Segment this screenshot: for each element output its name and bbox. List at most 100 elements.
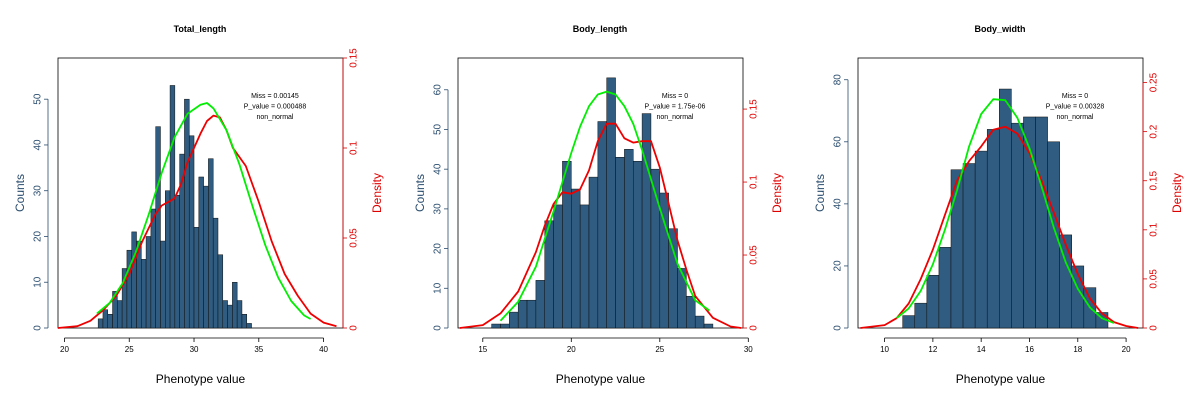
histogram-bar	[97, 318, 104, 329]
left-tick-label: 0	[833, 325, 844, 331]
histogram-bar	[208, 158, 214, 329]
stats-annotation: non_normal	[1057, 114, 1094, 121]
normal-fit-curve	[96, 102, 312, 320]
right-tick-label: 0.05	[1149, 269, 1160, 289]
chart-title: Body_length	[573, 24, 628, 34]
normal-fit-curve	[896, 98, 1115, 324]
density-curve	[860, 125, 1139, 329]
histogram-bar	[686, 295, 696, 329]
x-axis-label: Phenotype value	[956, 372, 1046, 386]
histogram-bar	[236, 300, 243, 329]
right-tick-label: 0.05	[749, 245, 760, 265]
x-tick-label: 12	[928, 345, 937, 354]
histogram-bar	[553, 204, 563, 329]
histogram-bar	[962, 163, 976, 329]
histogram-bar	[188, 135, 195, 329]
right-tick-label: 0	[749, 325, 760, 331]
left-tick-label: 60	[433, 84, 444, 96]
left-tick-label: 30	[33, 185, 44, 197]
histogram-bar	[141, 259, 147, 329]
left-tick-label: 10	[433, 282, 444, 294]
right-tick-label: 0.15	[1149, 171, 1160, 191]
right-tick-label: 0.25	[1149, 72, 1160, 92]
left-tick-label: 30	[433, 203, 444, 215]
right-tick-label: 0.1	[749, 175, 760, 189]
left-tick-label: 60	[833, 136, 844, 148]
x-tick-label: 40	[319, 345, 328, 354]
histogram-bar	[160, 240, 166, 329]
histogram-bar	[668, 228, 678, 329]
histogram-bar	[212, 217, 219, 329]
x-tick-label: 15	[478, 345, 487, 354]
histogram-bar	[641, 113, 652, 329]
left-tick-label: 40	[33, 139, 44, 151]
stats-annotation: Miss = 0	[662, 93, 688, 100]
histogram-bar	[241, 314, 247, 329]
histogram-bar	[597, 121, 607, 329]
right-tick-label: 0.05	[349, 228, 360, 248]
histogram-bar	[150, 208, 156, 329]
histogram-bar	[703, 323, 714, 329]
x-tick-label: 25	[125, 345, 134, 354]
histogram-bar	[145, 236, 152, 329]
left-tick-label: 0	[433, 325, 444, 331]
histogram-bar	[165, 190, 171, 329]
left-axis-label: Counts	[813, 174, 827, 212]
left-tick-label: 20	[833, 260, 844, 272]
histogram-bar	[938, 247, 952, 329]
histogram-bar	[203, 185, 209, 329]
histogram-bar	[517, 299, 528, 329]
right-axis-label: Density	[1170, 173, 1184, 213]
x-tick-label: 20	[60, 345, 69, 354]
histogram-bar	[1011, 122, 1024, 329]
right-axis-label: Density	[770, 173, 784, 213]
histogram-bar	[491, 323, 501, 329]
histogram-bar	[184, 98, 190, 329]
histogram-bar	[107, 314, 113, 329]
histogram-bar	[588, 176, 599, 329]
right-tick-label: 0.2	[1149, 124, 1160, 138]
stats-annotation: P_value = 0.00328	[1046, 104, 1105, 111]
x-tick-label: 18	[1073, 345, 1082, 354]
histogram-bar	[624, 149, 634, 329]
histogram-bar	[117, 300, 123, 329]
left-tick-label: 80	[833, 74, 844, 86]
histogram-bar	[246, 323, 252, 329]
histogram-bar	[571, 188, 581, 329]
chart-title: Body_width	[975, 24, 1026, 34]
stats-annotation: Miss = 0.00145	[251, 93, 299, 100]
histogram-bar	[102, 309, 108, 329]
histogram-bar	[999, 88, 1012, 329]
right-tick-label: 0	[349, 325, 360, 331]
histogram-bar	[535, 280, 545, 329]
histogram-bar	[926, 274, 940, 329]
stats-annotation: non_normal	[657, 114, 694, 121]
x-tick-label: 10	[880, 345, 889, 354]
histogram-bar	[131, 231, 137, 329]
normal-fit-curve	[499, 90, 710, 322]
histogram-bar	[526, 299, 537, 329]
histogram-bar	[986, 129, 1000, 329]
left-axis-label: Counts	[13, 174, 27, 212]
x-tick-label: 30	[190, 345, 199, 354]
histogram-bar	[914, 302, 928, 329]
histogram-bar	[1035, 116, 1048, 329]
right-tick-label: 0.1	[349, 141, 360, 155]
left-axis-label: Counts	[413, 174, 427, 212]
histogram-bar	[694, 315, 705, 329]
stats-annotation: Miss = 0	[1062, 93, 1088, 100]
x-tick-label: 14	[977, 345, 986, 354]
histogram-bar	[1047, 141, 1060, 329]
left-tick-label: 10	[33, 276, 44, 288]
stats-annotation: non_normal	[257, 114, 294, 121]
chart-title: Total_length	[174, 24, 227, 34]
histogram-bar	[632, 160, 643, 329]
histogram-bar	[974, 150, 988, 329]
density-curve	[459, 122, 742, 329]
left-tick-label: 50	[433, 123, 444, 135]
histogram-bar	[232, 281, 238, 329]
x-axis-label: Phenotype value	[556, 372, 646, 386]
x-tick-label: 25	[655, 345, 664, 354]
